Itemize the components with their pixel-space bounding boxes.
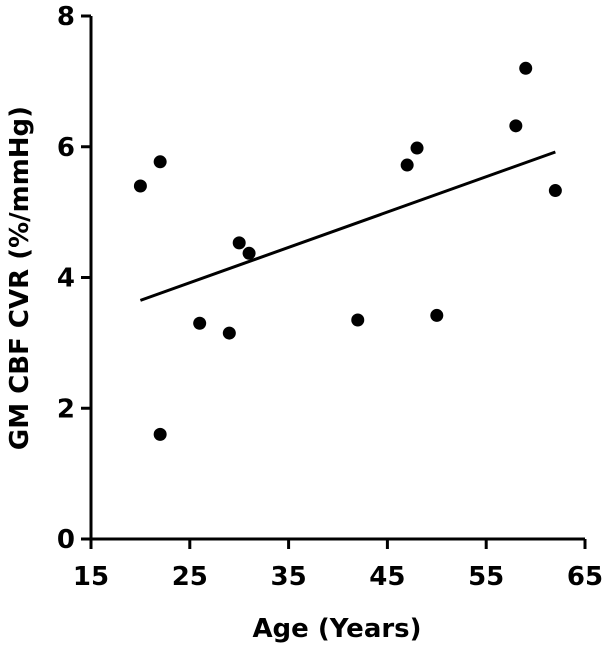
data-point <box>153 427 167 441</box>
x-tick-label: 45 <box>369 562 405 592</box>
data-point <box>153 155 167 169</box>
data-point <box>410 141 424 155</box>
data-point <box>193 316 207 330</box>
x-tick-label: 55 <box>468 562 504 592</box>
data-point <box>509 119 523 133</box>
data-point <box>548 184 562 198</box>
data-point <box>400 158 414 172</box>
data-points <box>133 61 562 441</box>
y-tick-label: 4 <box>57 264 75 294</box>
x-tick-label: 65 <box>567 562 603 592</box>
x-tick-label: 25 <box>172 562 208 592</box>
data-point <box>133 179 147 193</box>
y-axis-title: GM CBF CVR (%/mmHg) <box>5 106 35 450</box>
y-tick-label: 0 <box>57 525 75 555</box>
data-point <box>242 246 256 260</box>
x-axis-title: Age (Years) <box>252 614 421 644</box>
data-point <box>430 308 444 322</box>
axes: 0 2 4 6 8 15 25 35 45 55 65 <box>57 2 603 592</box>
data-point <box>351 313 365 327</box>
trendline <box>139 150 556 302</box>
data-point <box>232 236 246 250</box>
y-tick-label: 8 <box>57 2 75 32</box>
y-tick-label: 2 <box>57 394 75 424</box>
data-point <box>519 61 533 75</box>
x-tick-label: 35 <box>271 562 307 592</box>
y-tick-label: 6 <box>57 133 75 163</box>
data-point <box>222 326 236 340</box>
trendline-group <box>139 150 556 302</box>
x-tick-label: 15 <box>73 562 109 592</box>
